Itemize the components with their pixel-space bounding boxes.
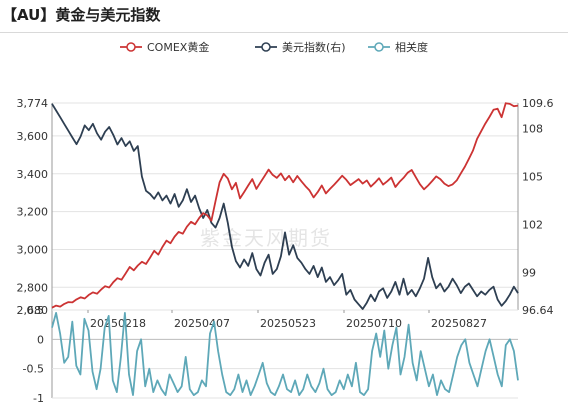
x-tick-label: 20250407 xyxy=(174,317,230,330)
comex-gold-series-line xyxy=(51,102,519,309)
legend-label-corr: 相关度 xyxy=(395,40,428,54)
right-tick-label: 108 xyxy=(522,123,543,136)
left-tick-label: 2,800 xyxy=(17,281,49,294)
right-tick-label: 96.64 xyxy=(522,304,554,317)
left-tick-label: 3,600 xyxy=(17,130,49,143)
left-tick-label: 2,680 xyxy=(17,304,49,317)
correlation-series-line xyxy=(51,312,519,396)
corr-tick-label: -1 xyxy=(33,392,44,405)
legend-label-comex: COMEX黄金 xyxy=(147,40,209,54)
watermark: 紫金天风期货 xyxy=(200,226,332,250)
corr-tick-label: 0.5 xyxy=(27,304,45,317)
corr-tick-label: 0 xyxy=(37,333,44,346)
legend-marker-corr xyxy=(374,42,384,52)
x-tick-label: 20250827 xyxy=(431,317,487,330)
legend-marker-comex xyxy=(126,42,136,52)
legend-label-dxy: 美元指数(右) xyxy=(282,40,346,54)
left-tick-label: 3,200 xyxy=(17,206,49,219)
chart-title: 【AU】黄金与美元指数 xyxy=(2,6,161,24)
left-tick-label: 3,400 xyxy=(17,168,49,181)
legend-marker-dxy xyxy=(261,42,271,52)
x-tick-label: 20250523 xyxy=(260,317,316,330)
left-tick-label: 3,000 xyxy=(17,243,49,256)
right-tick-label: 99 xyxy=(522,266,536,279)
dxy-series-line xyxy=(51,103,519,310)
title-divider xyxy=(0,32,568,33)
right-tick-label: 109.6 xyxy=(522,97,554,110)
corr-tick-label: -0.5 xyxy=(23,363,44,376)
right-tick-label: 105 xyxy=(522,170,543,183)
right-tick-label: 102 xyxy=(522,218,543,231)
x-tick-label: 20250218 xyxy=(90,317,146,330)
x-tick-label: 20250710 xyxy=(346,317,402,330)
left-tick-label: 3,774 xyxy=(17,97,49,110)
